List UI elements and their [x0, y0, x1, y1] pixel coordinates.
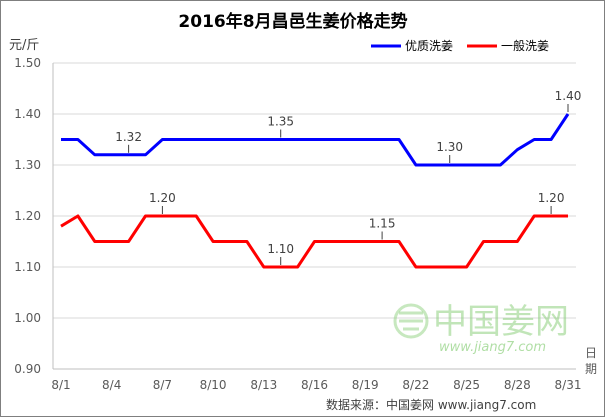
data-label: 1.30 — [436, 140, 463, 154]
data-label: 1.35 — [267, 115, 294, 129]
chart-title: 2016年8月昌邑生姜价格走势 — [178, 11, 407, 32]
x-tick-label: 8/31 — [555, 378, 582, 392]
gridlines — [52, 62, 576, 370]
y-tick-label: 1.40 — [14, 107, 41, 121]
y-tick-label: 0.90 — [14, 362, 41, 376]
y-tick-label: 1.10 — [14, 260, 41, 274]
watermark: 中国姜网 www.jiang7.com — [393, 302, 569, 355]
series-lines — [60, 113, 570, 269]
x-axis-label-char: 日 — [585, 346, 597, 360]
data-source: 数据来源：中国姜网 www.jiang7.com — [326, 397, 536, 412]
data-label: 1.20 — [149, 191, 176, 205]
data-labels: 1.32 1.35 1.30 1.40 1.20 1.10 1.15 1.20 — [115, 89, 581, 265]
watermark-logo — [393, 303, 429, 339]
y-tick-label: 1.50 — [14, 56, 41, 70]
legend-label-premium: 优质洗姜 — [405, 39, 453, 53]
y-tick-label: 1.00 — [14, 311, 41, 325]
y-axis-unit: 元/斤 — [9, 38, 39, 53]
y-tick-label: 1.30 — [14, 158, 41, 172]
x-tick-label: 8/4 — [102, 378, 121, 392]
x-tick-label: 8/25 — [453, 378, 480, 392]
x-tick-label: 8/22 — [402, 378, 429, 392]
x-axis-label-char: 期 — [585, 362, 597, 376]
watermark-url: www.jiang7.com — [439, 340, 546, 355]
y-tick-label: 1.20 — [14, 209, 41, 223]
watermark-text: 中国姜网 — [433, 302, 569, 342]
x-tick-label: 8/19 — [352, 378, 379, 392]
x-tick-label: 8/1 — [51, 378, 70, 392]
x-tick-label: 8/28 — [504, 378, 531, 392]
data-label: 1.10 — [267, 242, 294, 256]
y-axis-ticks: 0.90 1.00 1.10 1.20 1.30 1.40 1.50 — [14, 56, 41, 376]
x-tick-label: 8/13 — [250, 378, 277, 392]
series-line-0 — [61, 113, 570, 167]
data-label: 1.20 — [538, 191, 565, 205]
x-tick-label: 8/7 — [153, 378, 172, 392]
series-line-1 — [60, 214, 568, 269]
legend: 优质洗姜 一般洗姜 — [371, 38, 549, 53]
legend-label-regular: 一般洗姜 — [501, 38, 549, 53]
data-label: 1.15 — [369, 217, 396, 231]
data-label: 1.32 — [115, 130, 142, 144]
x-tick-label: 8/16 — [301, 378, 328, 392]
data-label: 1.40 — [555, 89, 582, 103]
x-tick-label: 8/10 — [200, 378, 227, 392]
x-axis-ticks: 8/1 8/4 8/7 8/10 8/13 8/16 8/19 8/22 8/25 8/28 8/3… — [51, 378, 581, 392]
x-axis-label: 日期 — [585, 346, 597, 376]
